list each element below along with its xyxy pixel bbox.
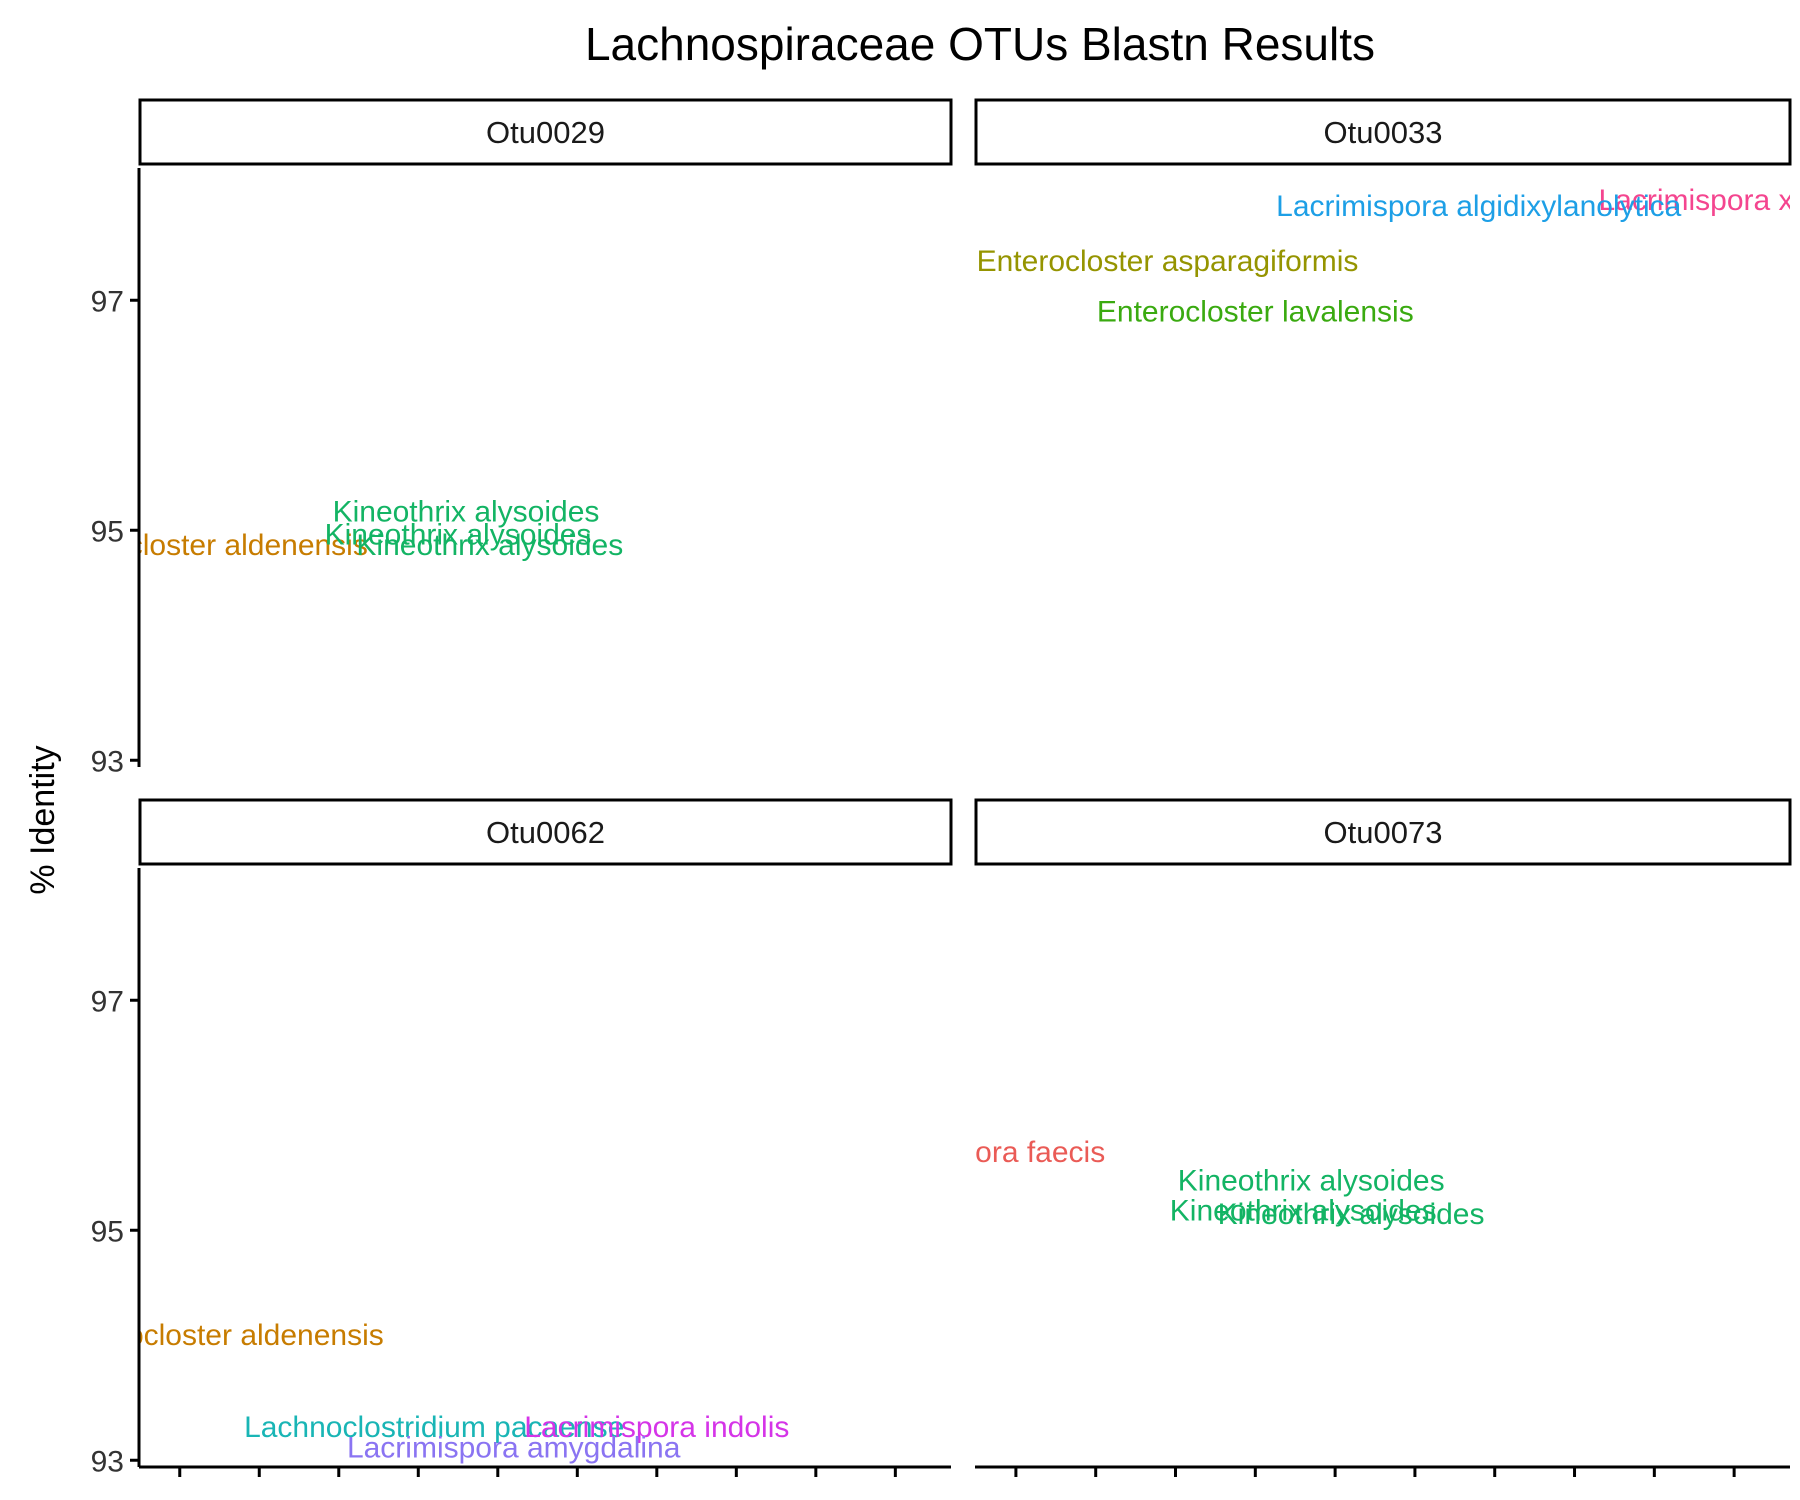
facet-otu0073: Otu0073 Lacrimispora faecis Kineothrix aly…: [847, 798, 1792, 1477]
facet-strip: [974, 98, 1792, 166]
point-label: Kineothrix alysoides: [325, 519, 592, 552]
point-labels: Lacrimispora faecis Kineothrix alysoidesK…: [847, 1136, 1485, 1231]
y-tick-label: 95: [91, 515, 124, 548]
facet-strip: [974, 798, 1792, 866]
y-tick-label: 97: [91, 985, 124, 1018]
point-label: Enterocloster aldenensis: [39, 529, 368, 562]
point-label: Enterocloster aldenensis: [55, 1319, 384, 1352]
point-label: Lacrimispora indolis: [524, 1411, 789, 1444]
y-tick-label: 97: [91, 285, 124, 318]
point-label: Kineothrix alysoides: [1178, 1165, 1445, 1198]
facet-strip: [138, 798, 953, 866]
point-label: Kineothrix alysoides: [356, 529, 623, 562]
point-label: Enterocloster lavalensis: [1097, 296, 1414, 329]
facet-strip-label: Otu0073: [1324, 815, 1443, 850]
point-label: Enterocloster asparagiformis: [977, 245, 1359, 278]
facet-otu0029: Otu0029 Enterocloster aldenensisKineothri…: [39, 98, 953, 778]
point-label: Lacrimispora amygdalina: [347, 1431, 681, 1464]
chart-title: Lachnospiraceae OTUs Blastn Results: [585, 18, 1375, 70]
point-label: Kineothrix alysoides: [333, 496, 600, 529]
point-label: Lachnoclostridium pacaense: [244, 1411, 624, 1444]
y-tick-label: 93: [91, 745, 124, 778]
facet-strip: [138, 98, 953, 166]
facet-strip-label: Otu0033: [1324, 115, 1443, 150]
y-tick-label: 93: [91, 1445, 124, 1478]
y-tick-label: 95: [91, 1215, 124, 1248]
point-label: Kineothrix alysoides: [1218, 1198, 1485, 1231]
point-label: Kineothrix alysoides: [1170, 1195, 1437, 1228]
point-labels: Enterocloster aldenensis Lachnoclostridiu…: [55, 1319, 789, 1465]
y-axis-label: % Identity: [24, 745, 62, 894]
facet-strip-label: Otu0062: [486, 815, 605, 850]
facet-otu0033: Otu0033 Lacrimispora xylanolyticaLacrimis…: [974, 98, 1800, 329]
facet-otu0062: Otu0062 Enterocloster aldenensis Lachnoclo…: [55, 798, 953, 1478]
point-labels: Lacrimispora xylanolyticaLacrimispora al…: [977, 184, 1800, 329]
point-label: Lacrimispora algidixylanolytica: [1276, 190, 1681, 223]
point-label: Lacrimispora faecis: [847, 1136, 1105, 1169]
facet-strip-label: Otu0029: [486, 115, 605, 150]
point-label: Lacrimispora xylanolytica: [1598, 184, 1800, 217]
